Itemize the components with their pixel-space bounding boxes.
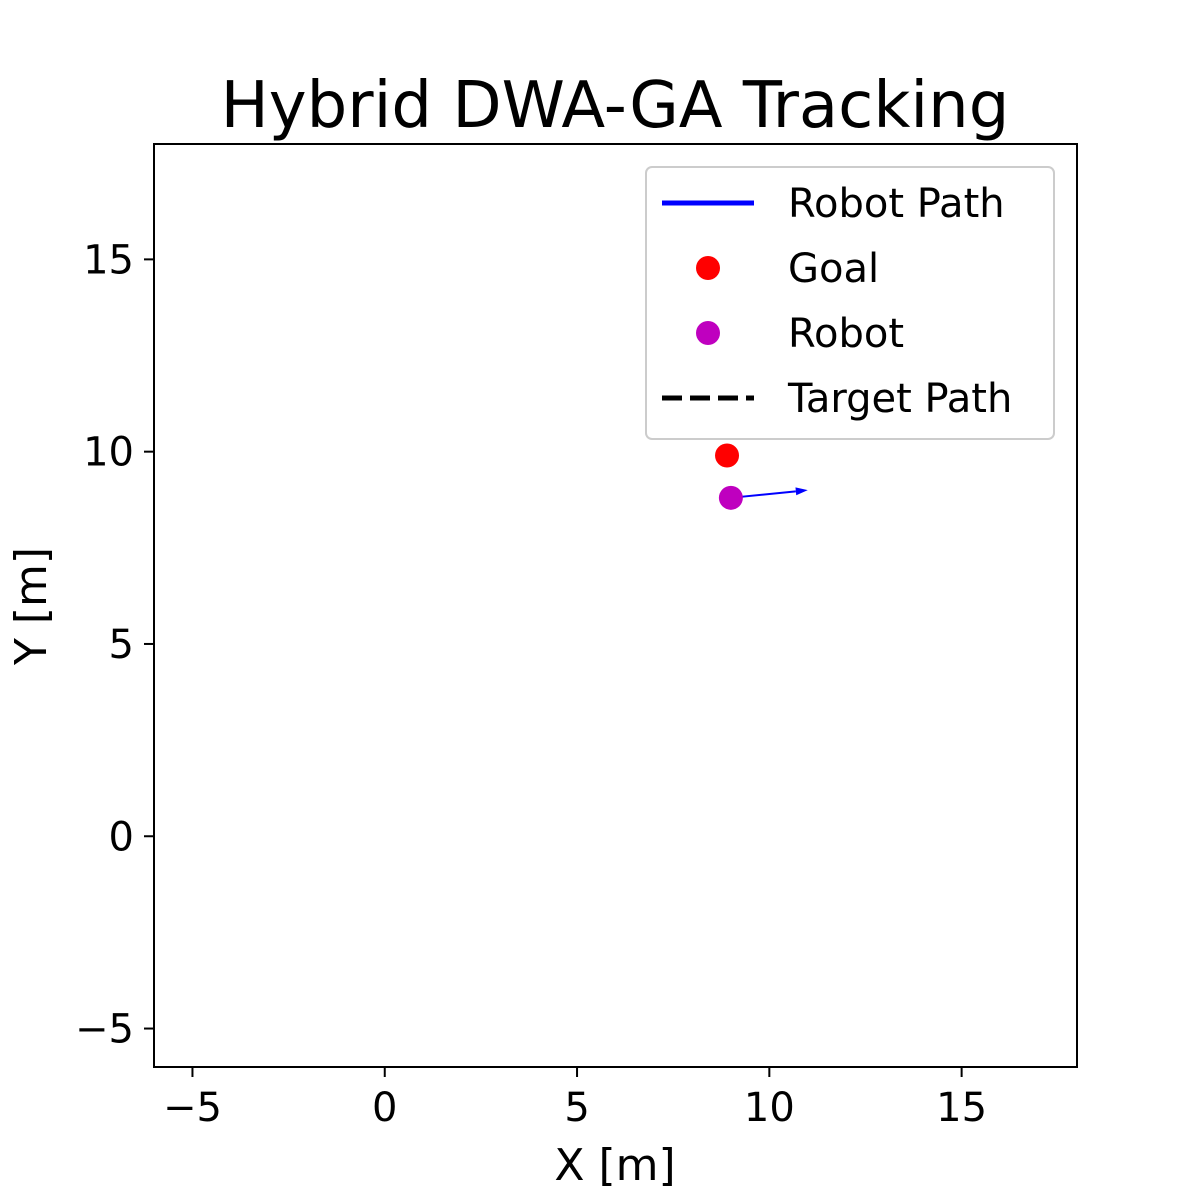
x-tick-label: 10 (744, 1085, 795, 1131)
y-tick-label: 0 (109, 814, 134, 860)
legend-label: Goal (788, 246, 879, 292)
y-tick-label: −5 (75, 1007, 134, 1053)
x-tick-label: −5 (163, 1085, 222, 1131)
plot-area (715, 443, 808, 510)
x-tick-label: 5 (564, 1085, 589, 1131)
axes-frame (153, 143, 1078, 1068)
legend-dot-swatch (696, 321, 720, 345)
goal-marker (715, 443, 740, 468)
heading-arrow-head (795, 487, 808, 496)
legend-box (645, 166, 1055, 440)
x-tick-label: 0 (372, 1085, 397, 1131)
legend-label: Robot Path (788, 181, 1005, 227)
legend-label: Robot (788, 311, 904, 357)
legend: Robot Path Goal Robot Target Path (645, 166, 1055, 440)
x-tick-label: 15 (936, 1085, 987, 1131)
axis-ticks: −5 0 5 10 15 −5 0 5 10 15 (75, 237, 987, 1131)
robot-marker (718, 485, 743, 510)
legend-label: Target Path (787, 376, 1012, 422)
legend-dot-swatch (696, 256, 720, 280)
chart-title: Hybrid DWA-GA Tracking (221, 69, 1010, 143)
y-tick-label: 15 (83, 237, 134, 283)
y-axis-label: Y [m] (6, 547, 57, 666)
x-axis-label: X [m] (554, 1140, 675, 1191)
y-tick-label: 10 (83, 430, 134, 476)
y-tick-label: 5 (109, 622, 134, 668)
